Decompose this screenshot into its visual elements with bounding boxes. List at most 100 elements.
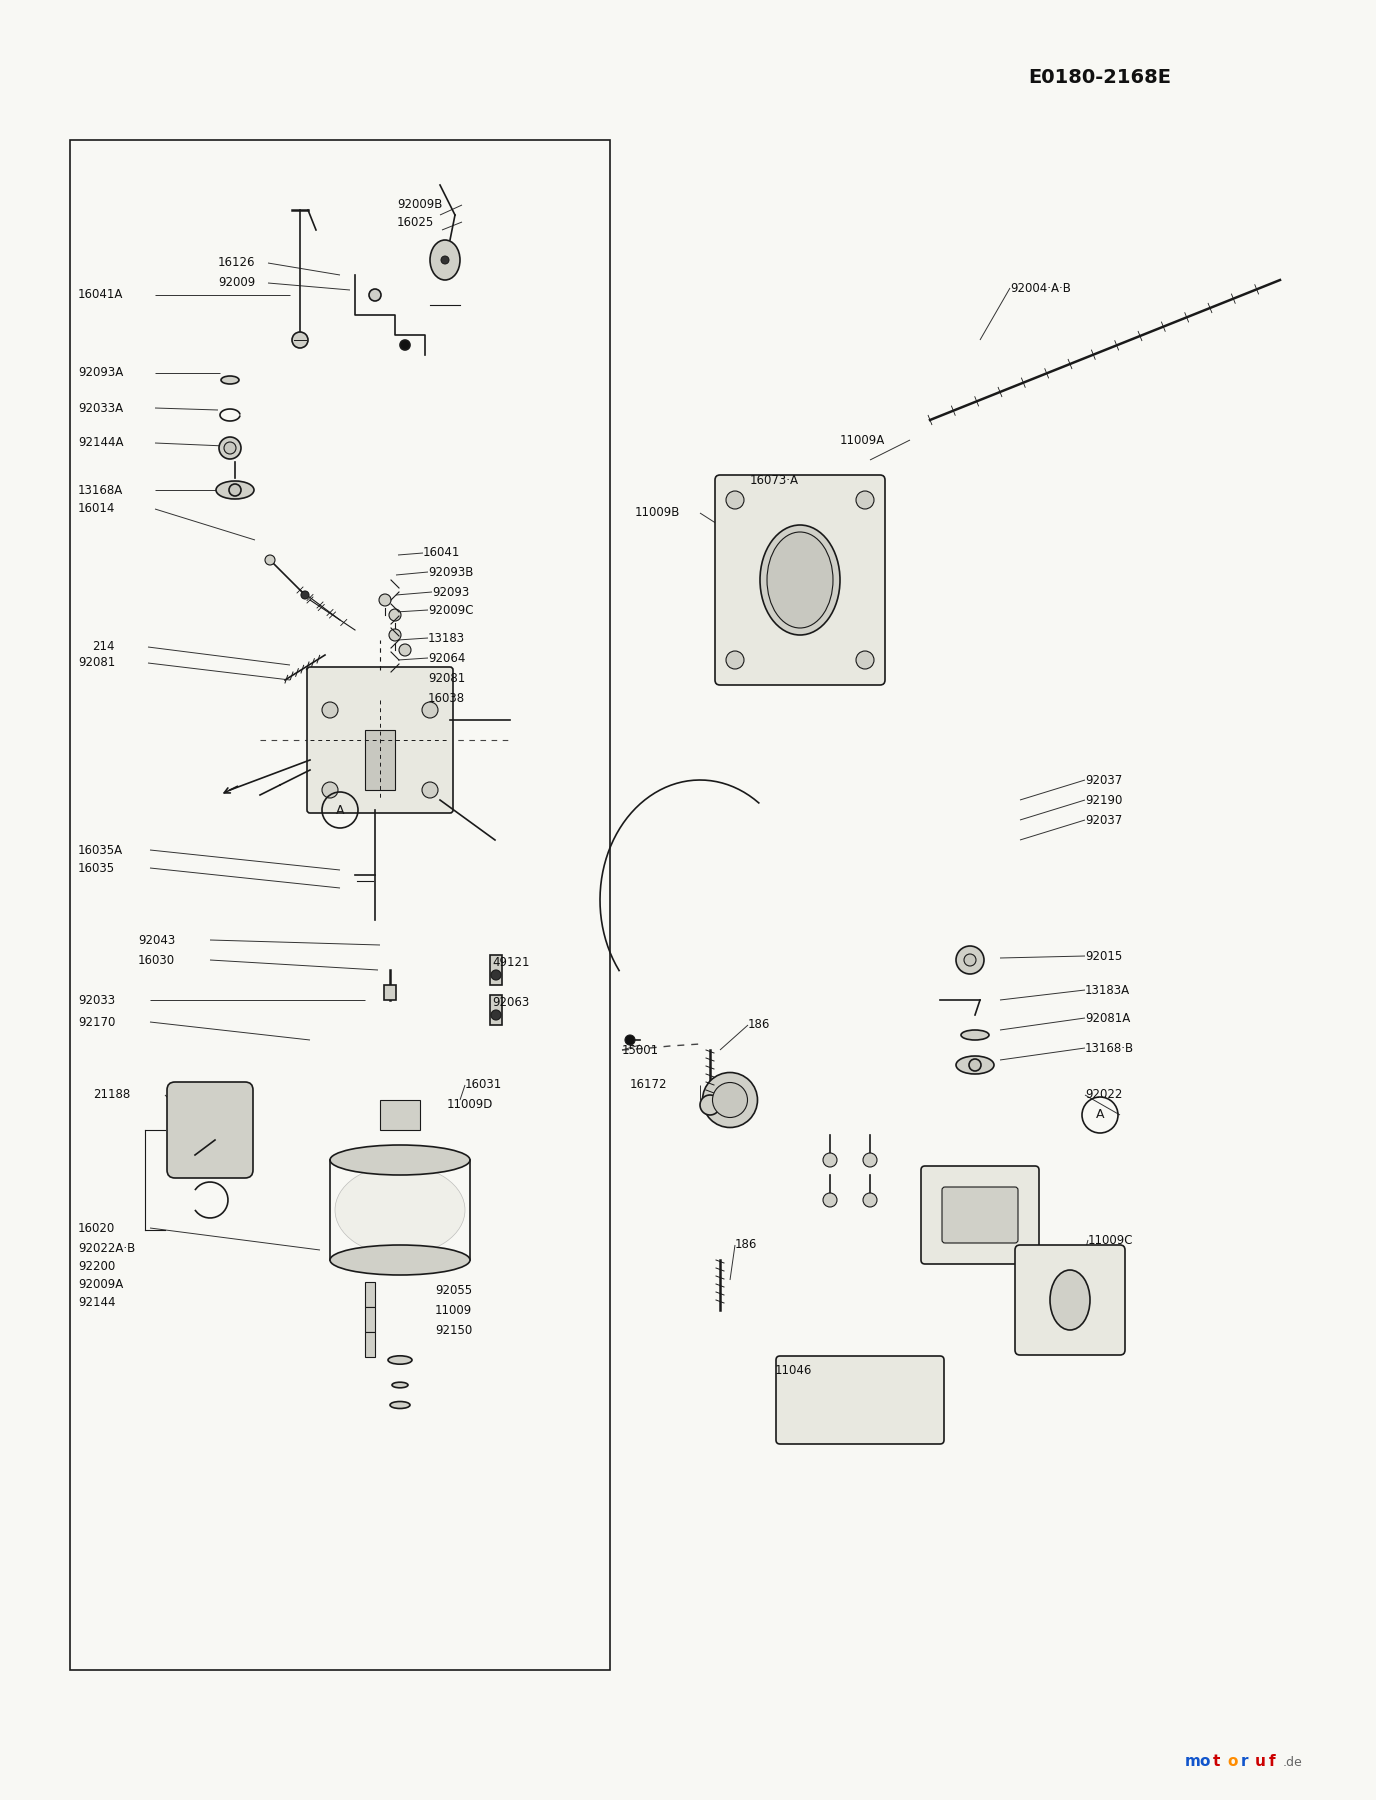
Text: 214: 214 — [92, 641, 114, 653]
Text: 11009: 11009 — [435, 1303, 472, 1316]
Text: 92055: 92055 — [435, 1283, 472, 1296]
Ellipse shape — [330, 1246, 471, 1274]
Text: 13168A: 13168A — [78, 484, 124, 497]
Ellipse shape — [703, 1073, 758, 1127]
Text: f: f — [1269, 1755, 1276, 1769]
Text: 92081A: 92081A — [1086, 1012, 1130, 1024]
Circle shape — [491, 970, 501, 979]
Bar — [365, 1332, 376, 1357]
Text: o: o — [1227, 1755, 1237, 1769]
FancyBboxPatch shape — [776, 1355, 944, 1444]
Circle shape — [422, 781, 438, 797]
Circle shape — [292, 331, 308, 347]
Circle shape — [965, 954, 976, 967]
Text: 92170: 92170 — [78, 1015, 116, 1028]
FancyBboxPatch shape — [307, 668, 453, 814]
Circle shape — [322, 781, 338, 797]
Circle shape — [228, 484, 241, 497]
Circle shape — [378, 594, 391, 607]
Text: 92009B: 92009B — [398, 198, 442, 212]
Text: 92081: 92081 — [428, 671, 465, 684]
Text: 16030: 16030 — [138, 954, 175, 967]
Text: m: m — [1185, 1755, 1201, 1769]
Circle shape — [727, 491, 744, 509]
Text: 92093: 92093 — [432, 585, 469, 598]
Ellipse shape — [224, 443, 237, 454]
Ellipse shape — [760, 526, 839, 635]
Text: 92004·A·B: 92004·A·B — [1010, 281, 1071, 295]
Circle shape — [727, 652, 744, 670]
Text: 92022A·B: 92022A·B — [78, 1242, 135, 1255]
Text: 13168·B: 13168·B — [1086, 1042, 1134, 1055]
Circle shape — [969, 1058, 981, 1071]
Ellipse shape — [222, 376, 239, 383]
Ellipse shape — [216, 481, 255, 499]
Bar — [490, 956, 502, 985]
Circle shape — [322, 702, 338, 718]
Text: 92022: 92022 — [1086, 1089, 1123, 1102]
Text: 92037: 92037 — [1086, 774, 1123, 787]
Circle shape — [956, 947, 984, 974]
Circle shape — [700, 1094, 720, 1114]
Ellipse shape — [766, 533, 832, 628]
Circle shape — [625, 1035, 634, 1046]
Text: 13183A: 13183A — [1086, 983, 1130, 997]
Circle shape — [369, 290, 381, 301]
Circle shape — [856, 652, 874, 670]
Text: A: A — [336, 803, 344, 817]
Text: 92190: 92190 — [1086, 794, 1123, 806]
Text: 92033: 92033 — [78, 994, 116, 1006]
FancyBboxPatch shape — [943, 1186, 1018, 1244]
Bar — [365, 1307, 376, 1332]
Text: 92033A: 92033A — [78, 401, 122, 414]
Text: t: t — [1214, 1755, 1221, 1769]
Text: 92043: 92043 — [138, 934, 175, 947]
Ellipse shape — [219, 437, 241, 459]
FancyBboxPatch shape — [166, 1082, 253, 1177]
Text: 16041A: 16041A — [78, 288, 124, 301]
Text: 49121: 49121 — [493, 956, 530, 968]
Text: 11009D: 11009D — [447, 1098, 494, 1111]
Text: 92093B: 92093B — [428, 565, 473, 578]
Circle shape — [863, 1193, 877, 1208]
Bar — [490, 995, 502, 1024]
Circle shape — [389, 628, 400, 641]
Ellipse shape — [960, 1030, 989, 1040]
Text: 16025: 16025 — [398, 216, 435, 229]
Text: 11046: 11046 — [775, 1364, 812, 1377]
Text: 92144A: 92144A — [78, 437, 124, 450]
Text: 11009C: 11009C — [1088, 1233, 1134, 1246]
Text: 16020: 16020 — [78, 1222, 116, 1235]
Ellipse shape — [1050, 1271, 1090, 1330]
Circle shape — [400, 340, 410, 349]
Circle shape — [266, 554, 275, 565]
Text: 186: 186 — [735, 1238, 757, 1251]
Bar — [365, 1282, 376, 1307]
Text: 92150: 92150 — [435, 1323, 472, 1336]
Ellipse shape — [388, 1355, 411, 1364]
Text: A: A — [1095, 1109, 1105, 1121]
Circle shape — [440, 256, 449, 265]
Text: 92064: 92064 — [428, 652, 465, 664]
Bar — [365, 731, 395, 790]
FancyBboxPatch shape — [1015, 1246, 1126, 1355]
Text: 13183: 13183 — [428, 632, 465, 644]
Circle shape — [491, 1010, 501, 1021]
Text: 92009: 92009 — [217, 277, 256, 290]
Text: 16073·A: 16073·A — [750, 473, 799, 486]
Circle shape — [301, 590, 310, 599]
Ellipse shape — [713, 1082, 747, 1118]
Text: 11009B: 11009B — [634, 506, 680, 520]
Text: 21188: 21188 — [94, 1089, 131, 1102]
Bar — [70, 140, 610, 1670]
Text: 92081: 92081 — [78, 657, 116, 670]
Circle shape — [389, 608, 400, 621]
Text: .de: .de — [1282, 1755, 1303, 1768]
Text: 16126: 16126 — [217, 256, 256, 270]
Text: r: r — [1241, 1755, 1248, 1769]
Ellipse shape — [330, 1145, 471, 1175]
Ellipse shape — [429, 239, 460, 281]
Text: 92009C: 92009C — [428, 603, 473, 616]
Text: 16172: 16172 — [630, 1078, 667, 1091]
Text: 11009A: 11009A — [839, 434, 885, 446]
